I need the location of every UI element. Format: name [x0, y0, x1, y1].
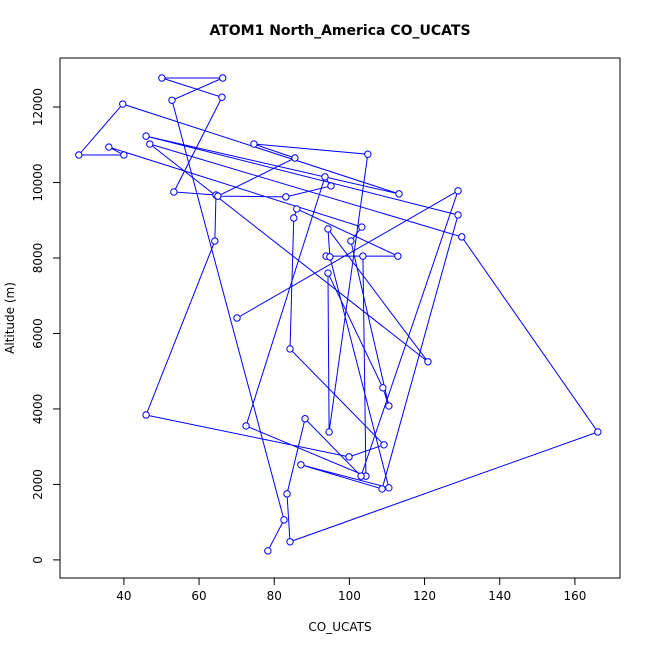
data-point	[301, 415, 309, 423]
data-point	[378, 485, 386, 493]
y-tick-label: 10000	[31, 163, 45, 201]
data-point	[321, 173, 329, 181]
data-point	[327, 182, 335, 190]
plot-frame	[59, 57, 621, 579]
data-point	[458, 233, 466, 241]
x-tick-label: 120	[413, 589, 436, 603]
data-point	[168, 96, 176, 104]
data-point	[158, 74, 166, 82]
data-point	[105, 143, 113, 151]
data-point	[146, 140, 154, 148]
y-tick-label: 0	[31, 556, 45, 564]
data-point	[454, 211, 462, 219]
data-point	[364, 150, 372, 158]
data-point	[264, 547, 272, 555]
y-tick-label: 12000	[31, 88, 45, 126]
data-point	[297, 461, 305, 469]
data-point	[120, 151, 128, 159]
data-point	[358, 223, 366, 231]
x-tick-label: 40	[116, 589, 131, 603]
x-tick-label: 160	[563, 589, 586, 603]
data-point	[142, 411, 150, 419]
y-tick-label: 8000	[31, 243, 45, 274]
data-point	[170, 188, 178, 196]
chart-title: ATOM1 North_America CO_UCATS	[209, 23, 470, 39]
data-point	[219, 74, 227, 82]
data-point	[324, 225, 332, 233]
data-point	[233, 314, 241, 322]
data-point	[142, 132, 150, 140]
data-point	[325, 428, 333, 436]
x-tick-label: 100	[338, 589, 361, 603]
y-tick-label: 4000	[31, 394, 45, 425]
data-point	[293, 205, 301, 213]
y-axis-label: Altitude (m)	[3, 282, 17, 354]
y-tick-label: 6000	[31, 318, 45, 349]
data-point	[424, 358, 432, 366]
data-point	[324, 269, 332, 277]
data-point	[394, 252, 402, 260]
data-point	[286, 345, 294, 353]
data-point	[379, 384, 387, 392]
data-point	[119, 100, 127, 108]
data-point	[283, 490, 291, 498]
data-point	[75, 151, 83, 159]
data-point	[242, 422, 250, 430]
data-point	[250, 140, 258, 148]
data-point	[345, 453, 353, 461]
data-point	[454, 187, 462, 195]
data-point	[280, 516, 288, 524]
x-axis-label: CO_UCATS	[308, 620, 371, 634]
data-point	[359, 252, 367, 260]
data-point	[594, 428, 602, 436]
data-point	[214, 192, 222, 200]
data-point	[395, 190, 403, 198]
data-point	[211, 237, 219, 245]
data-point	[380, 441, 388, 449]
data-point	[218, 93, 226, 101]
x-tick-label: 80	[267, 589, 282, 603]
data-point	[326, 253, 334, 261]
x-tick-label: 140	[488, 589, 511, 603]
x-tick-label: 60	[191, 589, 206, 603]
data-point	[347, 237, 355, 245]
data-point	[290, 214, 298, 222]
data-point	[385, 402, 393, 410]
data-point	[357, 472, 365, 480]
data-point	[286, 538, 294, 546]
data-point	[291, 154, 299, 162]
data-point	[282, 193, 290, 201]
y-tick-label: 2000	[31, 469, 45, 500]
data-point	[385, 484, 393, 492]
